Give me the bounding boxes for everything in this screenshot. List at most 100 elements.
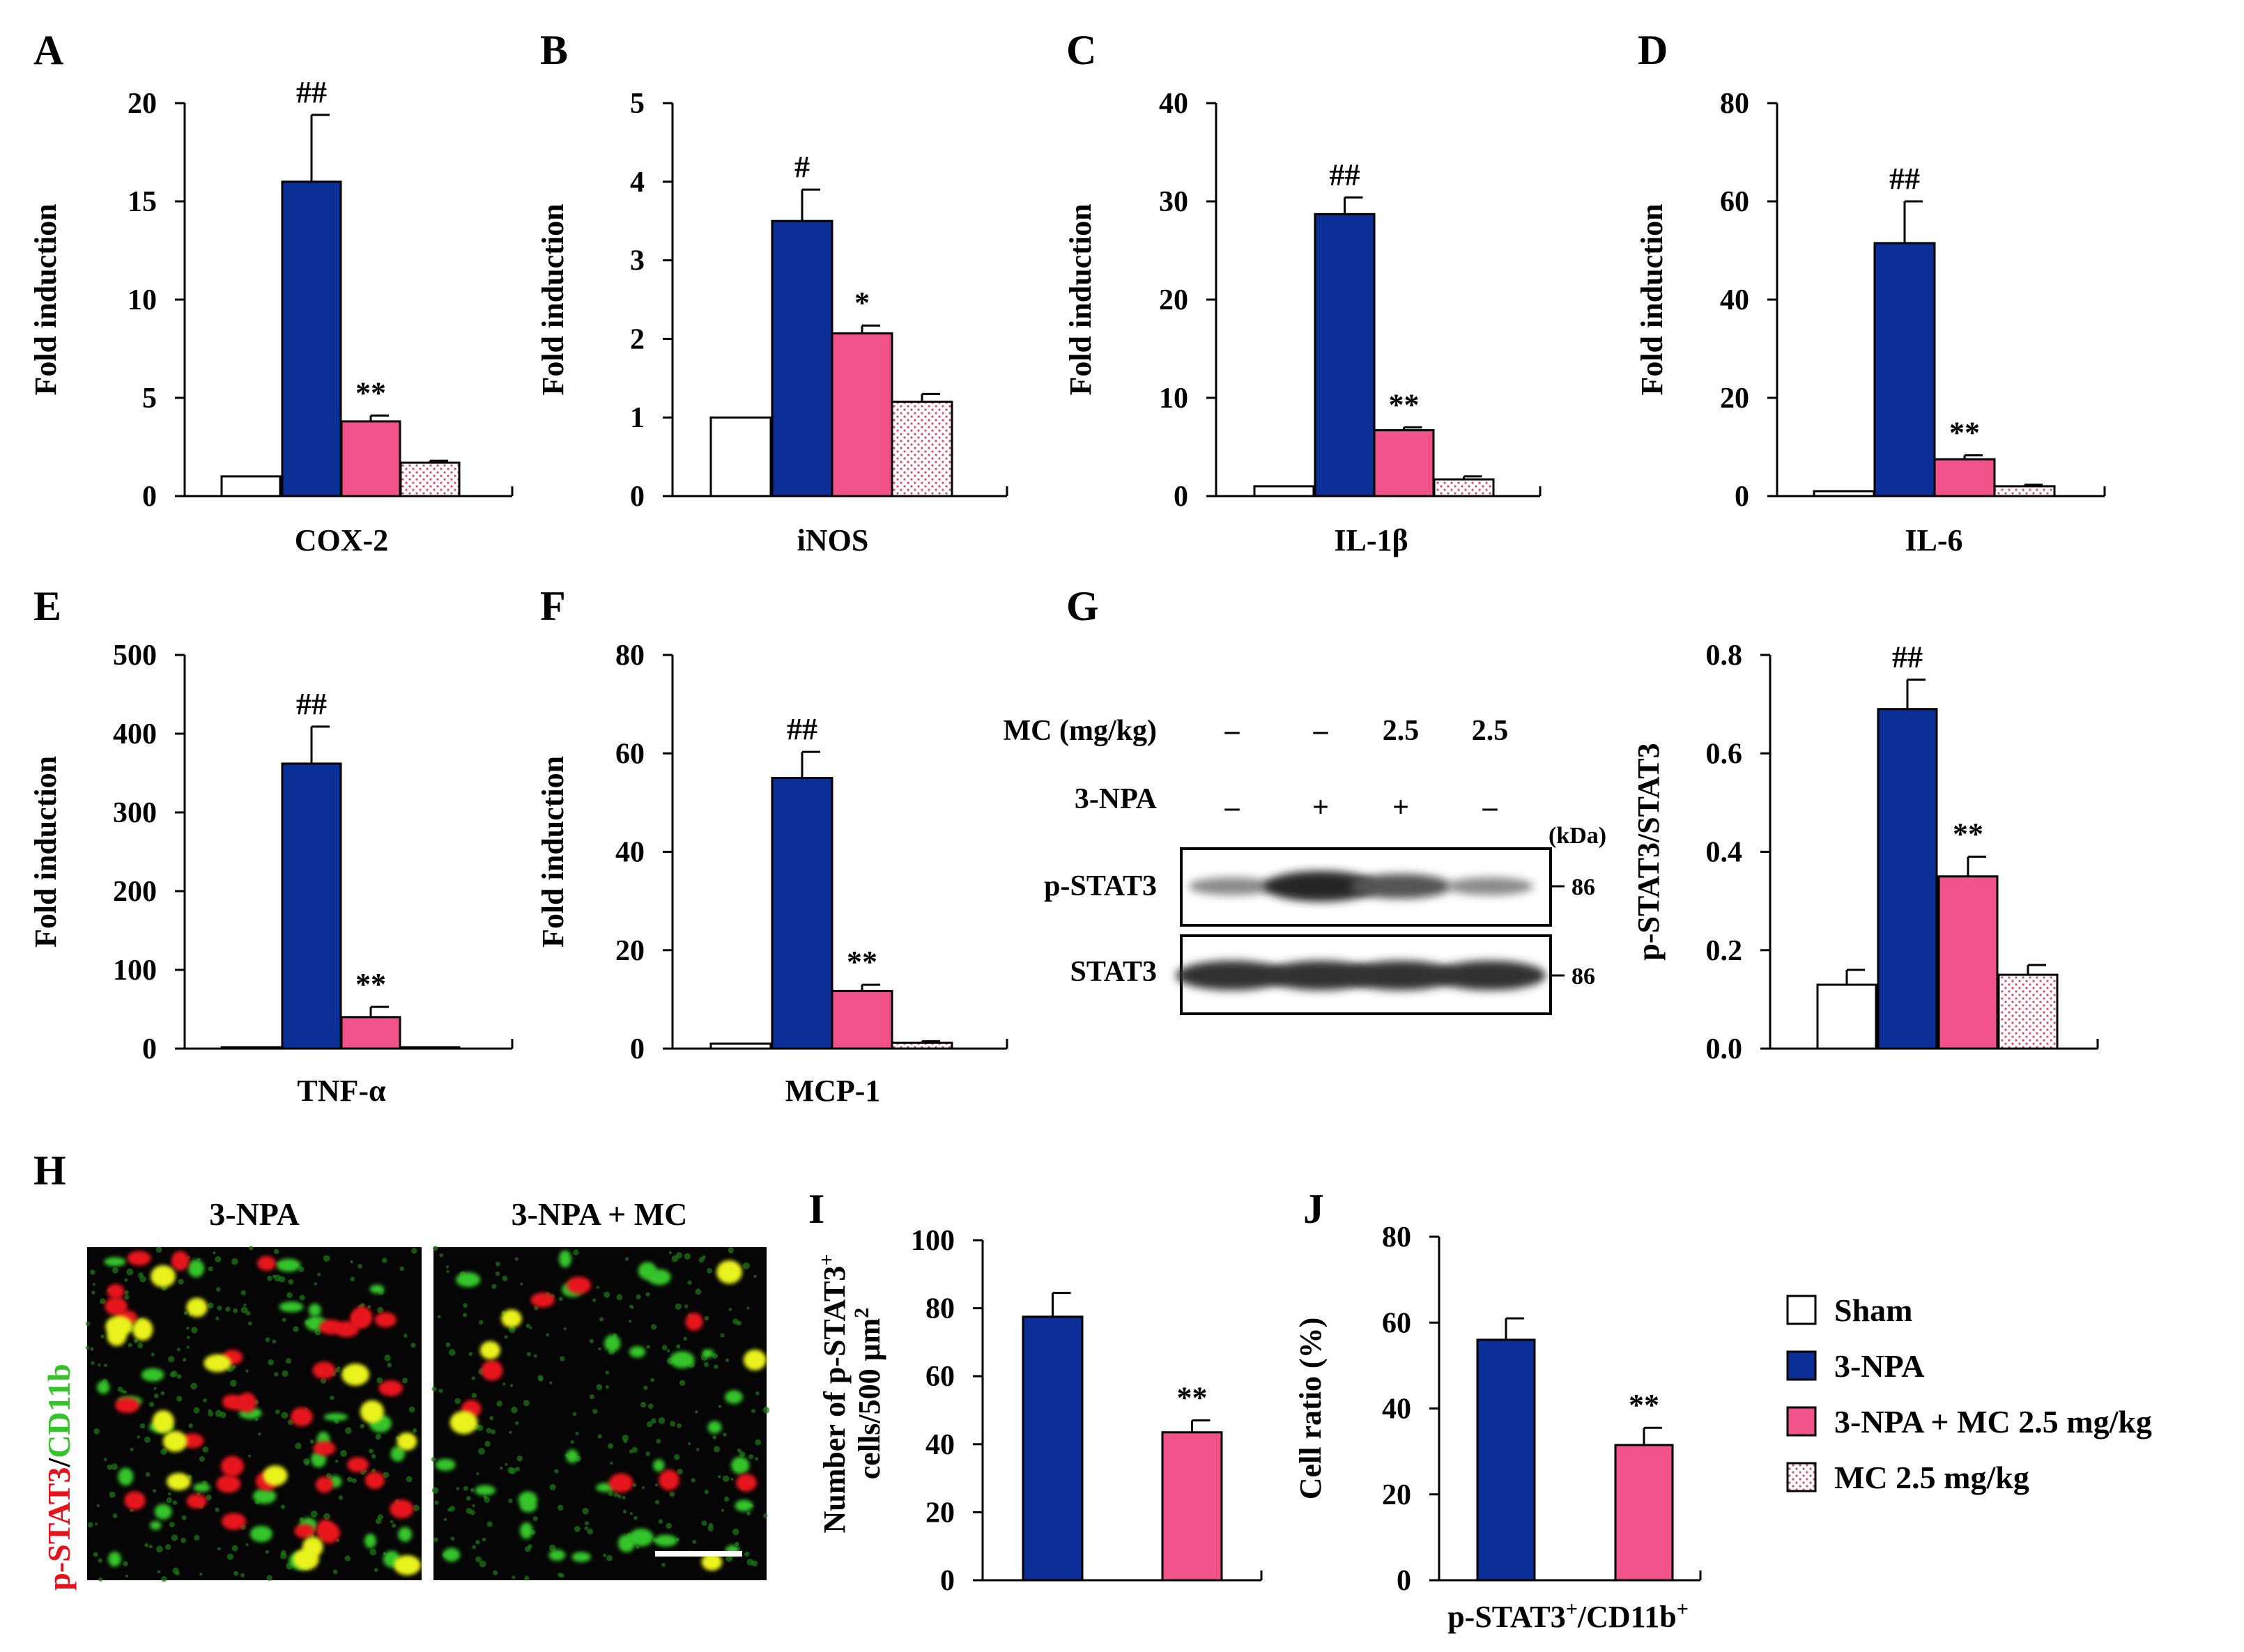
speckle bbox=[160, 1448, 167, 1456]
pstat3-cell bbox=[291, 1407, 313, 1427]
speckle bbox=[130, 1447, 134, 1451]
speckle bbox=[208, 1409, 212, 1413]
speckle bbox=[524, 1575, 530, 1581]
pstat3-cell bbox=[347, 1457, 369, 1473]
colocalized-cell bbox=[263, 1465, 288, 1486]
y-tick-label: 0 bbox=[142, 1033, 157, 1065]
x-axis-label: IL-1β bbox=[1334, 523, 1408, 557]
y-tick-label: 0.4 bbox=[1706, 837, 1743, 869]
speckle bbox=[153, 1394, 159, 1398]
y-tick-label: 40 bbox=[1382, 1394, 1411, 1426]
immunofluorescence-panel: p-STAT3/CD11b 3-NPA 3-NPA + MC bbox=[41, 1196, 770, 1591]
speckle bbox=[597, 1434, 602, 1439]
pstat3-cell bbox=[736, 1474, 757, 1492]
speckle bbox=[470, 1488, 475, 1492]
significance-marker: ## bbox=[1892, 640, 1923, 674]
y-tick-label: 20 bbox=[1159, 284, 1188, 316]
cd11b-cell bbox=[475, 1485, 496, 1496]
speckle bbox=[698, 1257, 705, 1263]
y-tick-label: 0.8 bbox=[1706, 640, 1743, 672]
speckle bbox=[180, 1537, 187, 1543]
speckle bbox=[492, 1570, 498, 1575]
panel-i-ylabel: Number of p-STAT3+ cells/500 μm2 bbox=[815, 1254, 887, 1534]
pstat3-cell bbox=[390, 1499, 414, 1519]
speckle bbox=[288, 1279, 294, 1285]
speckle bbox=[338, 1495, 344, 1500]
y-tick-label: 100 bbox=[911, 1225, 955, 1257]
speckle bbox=[137, 1435, 140, 1439]
speckle bbox=[340, 1450, 347, 1457]
speckle bbox=[161, 1576, 167, 1582]
speckle bbox=[226, 1553, 233, 1560]
speckle bbox=[587, 1528, 593, 1535]
speckle bbox=[695, 1288, 702, 1295]
speckle bbox=[489, 1416, 494, 1421]
speckle bbox=[344, 1555, 351, 1561]
panel-letter-d: D bbox=[1638, 27, 1668, 73]
speckle bbox=[713, 1446, 721, 1453]
speckle bbox=[608, 1491, 613, 1497]
pstat3-cell bbox=[659, 1469, 679, 1491]
speckle bbox=[666, 1522, 673, 1529]
speckle bbox=[215, 1507, 220, 1513]
speckle bbox=[217, 1305, 222, 1311]
y-tick-label: 20 bbox=[1720, 383, 1749, 415]
speckle bbox=[225, 1306, 231, 1312]
pstat3-cell bbox=[186, 1494, 208, 1508]
y-tick-label: 1 bbox=[630, 402, 645, 434]
y-tick-label: 10 bbox=[1159, 383, 1188, 415]
speckle bbox=[762, 1513, 768, 1518]
speckle bbox=[475, 1540, 480, 1545]
speckle bbox=[375, 1518, 382, 1524]
speckle bbox=[478, 1447, 485, 1455]
speckle bbox=[272, 1274, 276, 1279]
speckle bbox=[622, 1509, 627, 1514]
speckle bbox=[124, 1295, 130, 1300]
panel-letter-i: I bbox=[808, 1186, 824, 1232]
speckle bbox=[247, 1454, 252, 1458]
speckle bbox=[151, 1352, 155, 1357]
speckle bbox=[448, 1349, 456, 1356]
bar bbox=[709, 416, 772, 497]
speckle bbox=[683, 1336, 687, 1341]
colocalized-cell bbox=[479, 1341, 500, 1359]
speckle bbox=[742, 1262, 750, 1269]
cd11b-cell bbox=[617, 1534, 636, 1552]
y-tick-label: 0 bbox=[630, 481, 645, 513]
y-tick-label: 2 bbox=[630, 323, 645, 355]
speckle bbox=[166, 1497, 172, 1504]
speckle bbox=[374, 1568, 378, 1573]
speckle bbox=[111, 1463, 118, 1470]
speckle bbox=[508, 1326, 516, 1334]
speckle bbox=[496, 1400, 502, 1407]
speckle bbox=[153, 1387, 157, 1390]
bar-charts: 0 5 10 15 20 Fold induction COX-2 ## ** 0 1 2 3 4 5 Fol… bbox=[29, 75, 2106, 1597]
speckle bbox=[206, 1495, 212, 1501]
y-tick-label: 500 bbox=[113, 640, 157, 672]
x-axis-label: iNOS bbox=[797, 523, 869, 557]
cd11b-cell bbox=[108, 1551, 121, 1567]
speckle bbox=[446, 1265, 449, 1269]
speckle bbox=[310, 1510, 318, 1518]
colocalized-cell bbox=[186, 1297, 208, 1318]
speckle bbox=[282, 1370, 289, 1377]
bar bbox=[1476, 1338, 1536, 1582]
colocalized-cell bbox=[501, 1309, 522, 1328]
speckle bbox=[515, 1466, 521, 1472]
speckle bbox=[732, 1318, 739, 1325]
significance-marker: ** bbox=[1949, 415, 1980, 449]
bar bbox=[1314, 213, 1376, 497]
speckle bbox=[153, 1488, 157, 1493]
speckle bbox=[725, 1555, 733, 1562]
speckle bbox=[107, 1464, 113, 1470]
speckle bbox=[213, 1251, 216, 1255]
speckle bbox=[722, 1475, 730, 1482]
speckle bbox=[732, 1528, 739, 1536]
speckle bbox=[730, 1477, 734, 1481]
blot-row2-value: + bbox=[1392, 792, 1409, 824]
speckle bbox=[139, 1275, 146, 1283]
panel-letter-c: C bbox=[1066, 27, 1096, 73]
speckle bbox=[299, 1295, 305, 1301]
speckle bbox=[229, 1380, 237, 1387]
